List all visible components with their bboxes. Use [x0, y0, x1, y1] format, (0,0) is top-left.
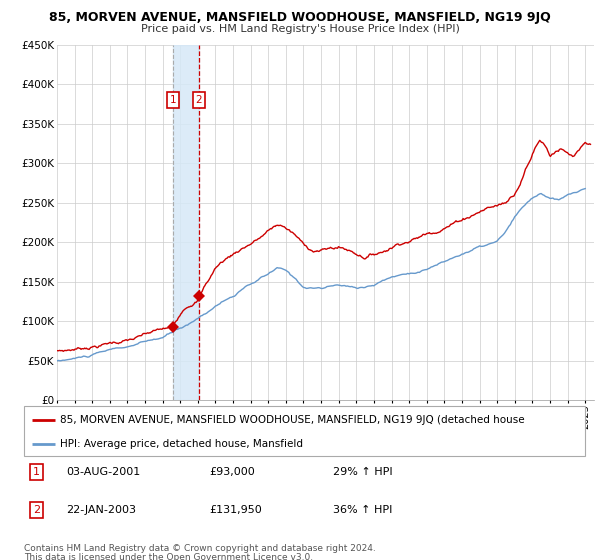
Text: 2: 2	[33, 505, 40, 515]
Text: 36% ↑ HPI: 36% ↑ HPI	[332, 505, 392, 515]
Text: £131,950: £131,950	[209, 505, 262, 515]
Text: HPI: Average price, detached house, Mansfield: HPI: Average price, detached house, Mans…	[61, 439, 304, 449]
Text: 1: 1	[170, 95, 176, 105]
Text: 1: 1	[33, 467, 40, 477]
FancyBboxPatch shape	[24, 406, 585, 456]
Text: Price paid vs. HM Land Registry's House Price Index (HPI): Price paid vs. HM Land Registry's House …	[140, 24, 460, 34]
Text: 22-JAN-2003: 22-JAN-2003	[66, 505, 136, 515]
Text: This data is licensed under the Open Government Licence v3.0.: This data is licensed under the Open Gov…	[24, 553, 313, 560]
Text: £93,000: £93,000	[209, 467, 255, 477]
Text: 29% ↑ HPI: 29% ↑ HPI	[332, 467, 392, 477]
Text: 85, MORVEN AVENUE, MANSFIELD WOODHOUSE, MANSFIELD, NG19 9JQ (detached house: 85, MORVEN AVENUE, MANSFIELD WOODHOUSE, …	[61, 414, 525, 424]
Bar	[173, 45, 199, 400]
Text: Contains HM Land Registry data © Crown copyright and database right 2024.: Contains HM Land Registry data © Crown c…	[24, 544, 376, 553]
Text: 03-AUG-2001: 03-AUG-2001	[66, 467, 140, 477]
Text: 2: 2	[196, 95, 202, 105]
Text: 85, MORVEN AVENUE, MANSFIELD WOODHOUSE, MANSFIELD, NG19 9JQ: 85, MORVEN AVENUE, MANSFIELD WOODHOUSE, …	[49, 11, 551, 24]
